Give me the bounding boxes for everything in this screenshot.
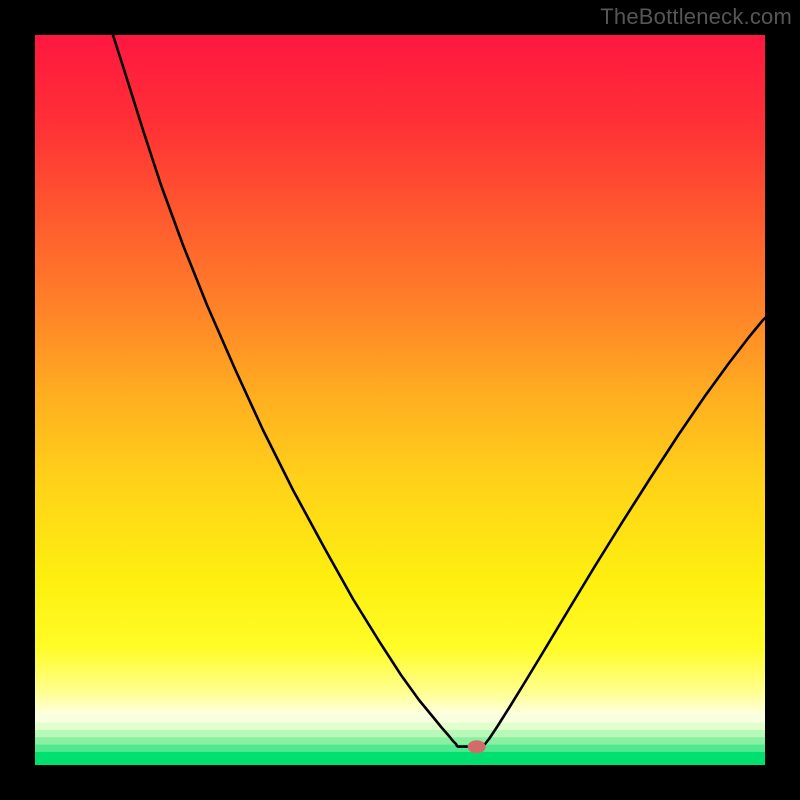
bottom-color-stripes — [35, 714, 765, 765]
chart-svg — [35, 35, 765, 765]
chart-frame — [35, 35, 765, 765]
attribution-text: TheBottleneck.com — [600, 4, 792, 30]
optimal-point-marker — [468, 740, 486, 753]
chart-background — [35, 35, 765, 765]
